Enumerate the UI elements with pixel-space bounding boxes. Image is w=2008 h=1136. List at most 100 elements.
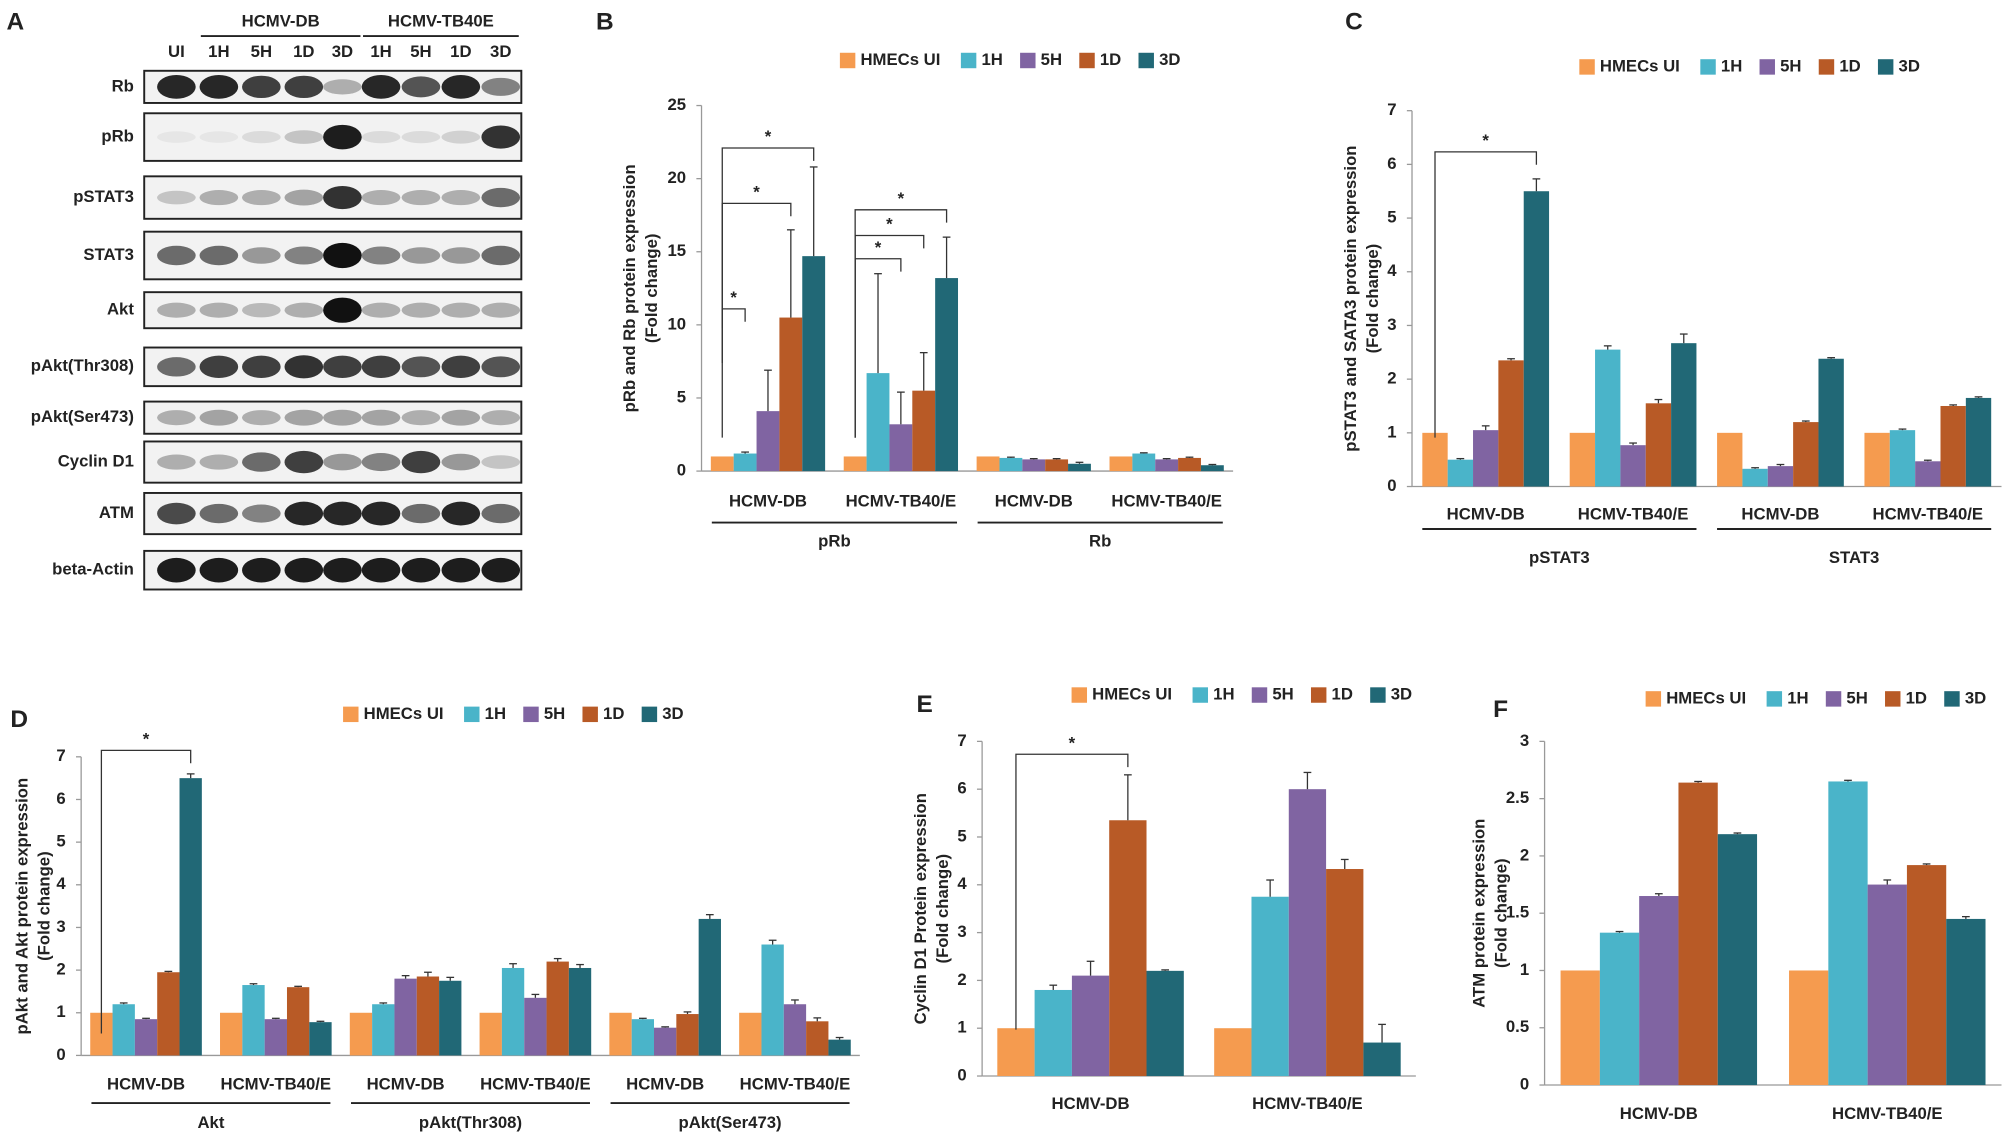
y-axis-label: (Fold change) xyxy=(642,234,661,344)
y-tick-label: 20 xyxy=(667,168,686,187)
error-bar xyxy=(1844,779,1852,782)
blot-band xyxy=(401,450,441,474)
bar xyxy=(1793,422,1819,487)
x-tick-label: HCMV-DB xyxy=(729,491,807,510)
error-bar xyxy=(897,391,905,425)
blot-band xyxy=(199,74,239,99)
legend-label: 3D xyxy=(1965,688,1986,707)
significance-bracket xyxy=(100,749,192,1034)
error-bar xyxy=(249,983,258,986)
legend-label: 1D xyxy=(1100,50,1121,69)
error-bar xyxy=(1898,428,1907,431)
x-tick-label: HCMV-DB xyxy=(367,1074,445,1093)
bar xyxy=(1639,896,1679,1086)
legend-swatch xyxy=(1579,59,1595,75)
group-label: HCMV-DB xyxy=(242,11,320,30)
blot-band xyxy=(284,557,324,583)
bar xyxy=(1132,453,1156,472)
bar xyxy=(1717,432,1743,487)
bar xyxy=(1717,834,1758,1086)
bar xyxy=(394,978,417,1056)
row-label: beta-Actin xyxy=(52,560,134,579)
y-tick-label: 0 xyxy=(1520,1074,1529,1093)
blot-band xyxy=(481,77,521,96)
group-label: pRb xyxy=(818,531,851,550)
error-bar xyxy=(164,970,173,973)
y-tick-label: 5 xyxy=(957,826,966,845)
y-tick-label: 0 xyxy=(56,1045,65,1064)
blot-frame xyxy=(143,440,523,484)
legend-swatch xyxy=(1877,59,1894,75)
annotation: * xyxy=(1482,131,1489,150)
blot-band xyxy=(199,454,239,470)
blot-band xyxy=(157,74,196,99)
error-bar xyxy=(1603,345,1612,350)
panel-letter: B xyxy=(596,9,614,36)
x-tick-label: HCMV-DB xyxy=(107,1074,185,1093)
bar xyxy=(802,256,826,472)
blot-band xyxy=(242,557,281,583)
bar xyxy=(843,456,867,472)
annotation: * xyxy=(730,288,737,307)
x-tick-label: HCMV-DB xyxy=(626,1074,704,1093)
x-tick-label: HCMV-TB40/E xyxy=(846,491,957,510)
bar xyxy=(1326,869,1364,1077)
bar xyxy=(1867,884,1907,1086)
legend-swatch xyxy=(1825,691,1842,707)
annotation: * xyxy=(875,238,882,257)
lane-label: 5H xyxy=(251,42,272,61)
y-tick-label: 2 xyxy=(1387,369,1396,388)
bar xyxy=(1022,459,1046,472)
panel-letter: E xyxy=(916,691,932,718)
bar xyxy=(1473,430,1499,487)
bar xyxy=(976,456,1000,472)
error-bar xyxy=(1654,893,1663,897)
y-tick-label: 3 xyxy=(1520,731,1529,750)
bar xyxy=(1447,459,1474,487)
bar xyxy=(1045,459,1069,472)
error-bar xyxy=(1507,358,1515,361)
bar xyxy=(698,918,721,1056)
bar xyxy=(1560,970,1600,1086)
error-bar xyxy=(1962,915,1970,919)
legend-label: 5H xyxy=(1780,56,1801,75)
y-axis-label: pRb and Rb protein expression xyxy=(620,164,639,412)
bar xyxy=(1214,1028,1252,1077)
blot-band xyxy=(284,246,324,265)
blot-band xyxy=(401,410,441,426)
error-bar xyxy=(1654,398,1663,404)
legend-swatch xyxy=(1079,52,1095,69)
blot-band xyxy=(157,245,196,266)
blot-band xyxy=(401,247,441,264)
error-bar xyxy=(1185,456,1194,458)
error-bar xyxy=(576,963,584,968)
blot-band xyxy=(199,190,239,206)
blot-band xyxy=(157,557,196,583)
blot-band xyxy=(361,453,401,472)
blot-band xyxy=(481,187,521,208)
blot-band xyxy=(323,124,362,150)
blot-band xyxy=(481,302,521,318)
error-bar xyxy=(446,976,455,981)
error-bar xyxy=(1776,463,1785,467)
blot-band xyxy=(361,355,401,378)
annotation: * xyxy=(886,215,893,234)
y-axis-label: ATM protein expression xyxy=(1470,819,1489,1008)
blot-band xyxy=(242,247,281,264)
blot-band xyxy=(199,302,239,318)
legend-swatch xyxy=(1310,687,1327,703)
error-bar xyxy=(661,1026,670,1028)
bar xyxy=(1109,456,1133,472)
significance-bracket xyxy=(721,147,815,438)
error-bar xyxy=(401,975,410,979)
bar xyxy=(912,390,936,472)
bar xyxy=(242,985,265,1056)
legend-swatch xyxy=(1645,691,1662,707)
y-axis-label: (Fold change) xyxy=(933,854,952,964)
blot-band xyxy=(441,190,481,206)
bar xyxy=(1498,360,1524,487)
row-label: pAkt(Thr308) xyxy=(31,356,134,375)
blot-band xyxy=(361,130,401,144)
error-bar xyxy=(813,1017,822,1022)
blot-band xyxy=(441,247,481,264)
